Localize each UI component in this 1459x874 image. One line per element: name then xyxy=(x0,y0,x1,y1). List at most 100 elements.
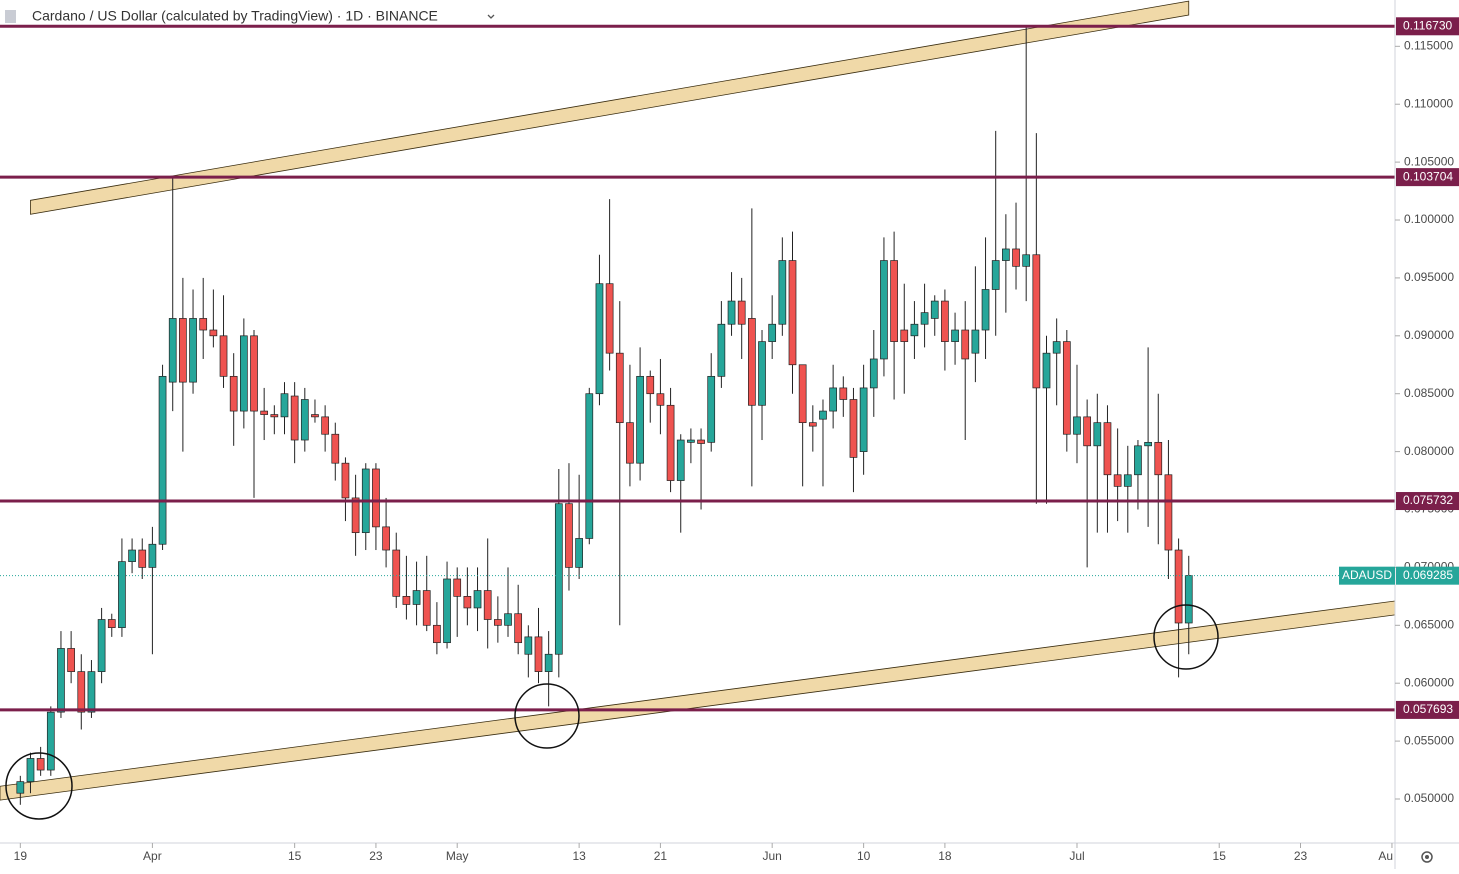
candle-body xyxy=(961,329,970,360)
candle-body xyxy=(209,329,218,337)
level-label: 0.116730 xyxy=(1403,18,1452,32)
candle-body xyxy=(900,329,909,342)
candle-body xyxy=(46,711,55,771)
candle-body xyxy=(128,549,136,562)
candle-body xyxy=(148,543,157,568)
candle-body xyxy=(534,636,543,672)
candle-body xyxy=(778,260,787,325)
x-tick-label: 10 xyxy=(857,849,871,863)
candle-body xyxy=(554,503,563,655)
y-tick-label: 0.115000 xyxy=(1404,38,1453,52)
candle-body xyxy=(524,636,533,655)
candle-body xyxy=(758,341,766,406)
candle-body xyxy=(77,671,86,713)
x-tick-label: Apr xyxy=(143,849,162,863)
candle-body xyxy=(971,329,980,354)
level-tag xyxy=(1396,168,1459,187)
level-tag xyxy=(1396,492,1459,511)
y-tick-label: 0.080000 xyxy=(1404,444,1454,458)
candle-body xyxy=(331,433,340,464)
candle-body xyxy=(118,561,126,628)
candle-body xyxy=(880,260,888,360)
candle-body xyxy=(544,653,553,672)
level-tag xyxy=(1396,17,1459,36)
y-tick-label: 0.050000 xyxy=(1404,791,1454,805)
candle-body xyxy=(300,399,309,441)
dropdown-icon[interactable] xyxy=(487,14,495,19)
candle-body xyxy=(26,758,35,782)
candle-body xyxy=(890,260,898,342)
candle-body xyxy=(575,538,583,568)
candle-body xyxy=(372,468,380,528)
level-label: 0.075732 xyxy=(1403,493,1453,507)
annotation-circles xyxy=(5,604,1219,820)
candle-body xyxy=(585,393,594,539)
candle-body xyxy=(1164,474,1173,551)
level-tag xyxy=(1396,700,1459,719)
candle-body xyxy=(727,300,736,325)
candle-body xyxy=(707,375,716,443)
level-label: 0.057693 xyxy=(1403,702,1453,716)
plot-area xyxy=(0,0,1395,805)
candle-body xyxy=(920,312,929,325)
symbol-icon xyxy=(5,10,16,23)
x-tick-label: 15 xyxy=(1213,849,1227,863)
candle-body xyxy=(1123,474,1132,487)
y-tick-label: 0.060000 xyxy=(1404,675,1454,689)
candle-body xyxy=(260,410,269,415)
candle-body xyxy=(270,414,279,418)
candle-body xyxy=(930,300,939,319)
candle-body xyxy=(808,422,817,427)
candle-body xyxy=(1154,441,1163,476)
candle-body xyxy=(443,578,451,644)
last-price-tag xyxy=(1339,566,1395,585)
y-tick-label: 0.090000 xyxy=(1404,328,1454,342)
candle-body xyxy=(382,526,390,551)
candle-body xyxy=(687,439,695,443)
last-price-box xyxy=(1396,566,1459,585)
x-tick-label: 13 xyxy=(572,849,586,863)
candle-body xyxy=(341,462,350,499)
candle-body xyxy=(1083,416,1091,447)
candle-body xyxy=(473,590,482,609)
candle-body xyxy=(189,318,197,383)
candle-body xyxy=(626,422,634,464)
candle-body xyxy=(697,439,705,444)
y-tick-label: 0.085000 xyxy=(1404,386,1454,400)
candle-body xyxy=(1052,341,1061,354)
candle-body xyxy=(595,283,604,395)
x-tick-label: 23 xyxy=(369,849,383,863)
candle-body xyxy=(311,414,319,418)
candle-body xyxy=(433,624,441,644)
candle-body xyxy=(463,596,472,609)
candle-body xyxy=(57,648,65,713)
x-tick-label: 21 xyxy=(654,849,668,863)
candle-body xyxy=(67,648,75,672)
candle-body xyxy=(1012,248,1020,267)
candle-body xyxy=(229,375,238,412)
candle-body xyxy=(107,619,116,628)
settings-icon[interactable] xyxy=(1421,851,1433,863)
candle-body xyxy=(158,375,167,545)
y-tick-label: 0.110000 xyxy=(1404,96,1453,110)
candle-body xyxy=(646,375,655,395)
circle xyxy=(514,683,580,749)
candle-body xyxy=(351,497,360,534)
candle-body xyxy=(1042,352,1051,389)
channel-band xyxy=(30,0,1190,215)
y-tick-label: 0.100000 xyxy=(1404,212,1454,226)
candle-body xyxy=(504,613,512,626)
circle xyxy=(5,752,73,820)
candle-body xyxy=(656,393,665,406)
candle-body xyxy=(849,399,858,458)
candle-body xyxy=(859,387,868,452)
channel-band xyxy=(0,600,1395,801)
candle-body xyxy=(717,323,726,377)
candle-body xyxy=(422,590,431,626)
candle-body xyxy=(250,335,258,412)
x-tick-label: 19 xyxy=(14,849,28,863)
candle-body xyxy=(392,549,401,597)
candle-body xyxy=(168,318,177,383)
